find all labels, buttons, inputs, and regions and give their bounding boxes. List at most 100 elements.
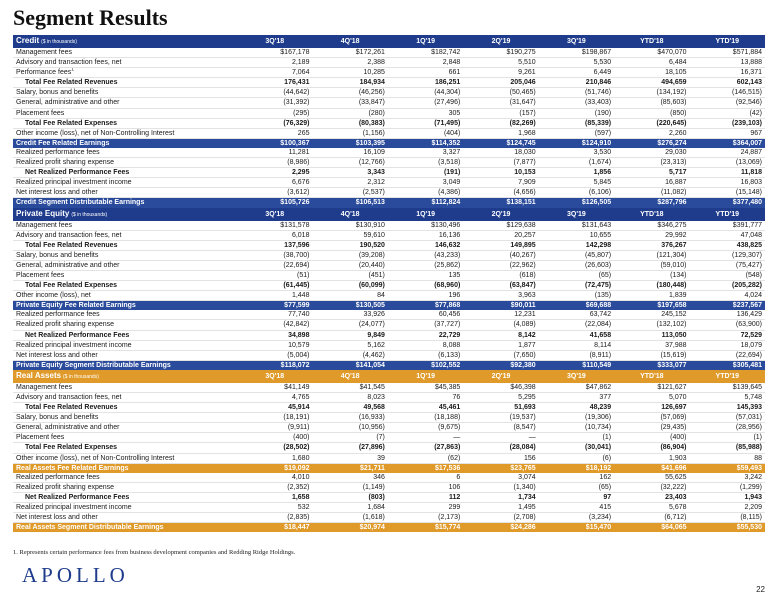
period-header: 4Q'18: [312, 369, 388, 383]
table-cell: 184,934: [312, 77, 388, 89]
row-label: Realized performance fees: [13, 147, 238, 159]
table-cell: (1,340): [463, 482, 539, 493]
table-cell: (65): [538, 482, 615, 493]
table-cell: 4,010: [237, 472, 313, 483]
table-cell: (8,911): [538, 350, 615, 361]
table-cell: (30,041): [538, 442, 615, 454]
table-cell: (11,082): [614, 187, 690, 199]
table-cell: (2,708): [463, 512, 539, 524]
table-cell: $131,643: [538, 220, 615, 231]
table-cell: 47,048: [689, 230, 765, 241]
row-label: Management fees: [13, 220, 238, 231]
row-label: Net interest loss and other: [13, 187, 238, 199]
table-row: Private Equity Fee Related Earnings $77,5…: [13, 300, 765, 311]
table-cell: 142,298: [538, 240, 615, 251]
table-cell: (129,307): [689, 250, 765, 261]
table-cell: (1): [538, 432, 615, 444]
table-cell: 156: [463, 453, 539, 464]
row-label: Real Assets Fee Related Earnings: [13, 463, 238, 473]
table-cell: (25,862): [387, 260, 464, 271]
row-label-text: Net interest loss and other: [16, 514, 98, 522]
table-cell: $46,398: [463, 382, 539, 393]
table-cell: 18,105: [614, 67, 690, 79]
table-row: Realized principal investment income 10,5…: [13, 340, 765, 351]
table-cell: $69,688: [538, 300, 615, 311]
table-cell: (44,642): [237, 87, 313, 99]
table-cell: 661: [387, 67, 464, 79]
table-cell: 5,530: [538, 57, 615, 69]
table-row: Other income (loss), net of Non-Controll…: [13, 453, 765, 464]
row-label: Management fees: [13, 382, 238, 393]
table-cell: $17,536: [387, 463, 464, 473]
table-cell: 265: [237, 128, 313, 139]
table-cell: 145,393: [689, 402, 765, 414]
table-cell: 305: [387, 108, 464, 119]
table-cell: (8,986): [237, 157, 313, 169]
period-header: YTD'19: [689, 369, 765, 383]
table-cell: $130,496: [387, 220, 464, 231]
table-cell: $92,380: [463, 360, 539, 370]
row-label-text: Total Fee Related Revenues: [25, 241, 118, 249]
row-label-text: Total Fee Related Expenses: [25, 444, 118, 452]
row-label: Realized principal investment income: [13, 177, 238, 189]
table-row: Advisory and transaction fees, net 6,018 5…: [13, 230, 765, 241]
row-label: Total Fee Related Expenses: [13, 280, 238, 292]
table-cell: (28,956): [689, 422, 765, 434]
row-label: Other income (loss), net: [13, 290, 238, 302]
table-cell: (27,863): [387, 442, 464, 454]
table-row: Realized profit sharing expense (2,352) (1…: [13, 482, 765, 493]
table-cell: 6,449: [538, 67, 615, 79]
table-cell: (205,282): [689, 280, 765, 292]
table-cell: $77,868: [387, 300, 464, 311]
table-cell: 3,963: [463, 290, 539, 302]
table-cell: 16,803: [689, 177, 765, 189]
table-cell: 76: [387, 392, 464, 404]
period-header: 3Q'19: [538, 35, 615, 48]
row-label: General, administrative and other: [13, 422, 238, 434]
period-header: 4Q'18: [312, 207, 388, 221]
table-row: General, administrative and other (22,694…: [13, 260, 765, 271]
table-cell: (295): [237, 108, 313, 119]
table-cell: 11,281: [237, 147, 313, 159]
table-cell: $103,395: [312, 138, 388, 148]
table-cell: (31,392): [237, 97, 313, 109]
table-cell: 6,484: [614, 57, 690, 69]
table-cell: (13,069): [689, 157, 765, 169]
table-cell: 376,267: [614, 240, 690, 251]
section-name: Credit: [16, 36, 40, 45]
table-cell: $287,796: [614, 197, 690, 208]
table-cell: (618): [463, 270, 539, 282]
row-label: Realized profit sharing expense: [13, 319, 238, 331]
row-label: Advisory and transaction fees, net: [13, 392, 238, 404]
row-label-text: Realized profit sharing expense: [16, 321, 115, 329]
table-cell: (59,010): [614, 260, 690, 271]
table-cell: (7,650): [463, 350, 539, 361]
table-cell: (51): [237, 270, 313, 282]
table-row: Real Assets Segment Distributable Earnin…: [13, 522, 765, 533]
table-cell: 16,136: [387, 230, 464, 241]
table-cell: (135): [538, 290, 615, 302]
row-label-text: Salary, bonus and benefits: [16, 414, 99, 422]
table-cell: (6,106): [538, 187, 615, 199]
table-cell: $131,578: [237, 220, 313, 231]
table-cell: 532: [237, 502, 313, 514]
table-cell: 438,825: [689, 240, 765, 251]
table-row: Total Fee Related Revenues 45,914 49,568 45…: [13, 402, 765, 414]
row-label: Private Equity Segment Distributable Ear…: [13, 360, 238, 370]
table-cell: $182,742: [387, 48, 464, 59]
table-row: Management fees $131,578 $130,910 $130,496 $…: [13, 220, 765, 231]
table-cell: (27,896): [312, 442, 388, 454]
table-cell: 5,748: [689, 392, 765, 404]
table-cell: $172,261: [312, 48, 388, 59]
table-cell: 3,049: [387, 177, 464, 189]
row-label-text: Total Fee Related Revenues: [25, 79, 118, 87]
table-cell: (27,496): [387, 97, 464, 109]
row-label-text: General, administrative and other: [16, 261, 120, 269]
period-header: 2Q'19: [463, 207, 539, 221]
table-cell: 1,734: [463, 492, 539, 504]
table-cell: $571,884: [689, 48, 765, 59]
row-label-text: Placement fees: [16, 434, 65, 442]
table-cell: $106,513: [312, 197, 388, 208]
table-cell: (51,746): [538, 87, 615, 99]
row-label-text: General, administrative and other: [16, 424, 120, 432]
